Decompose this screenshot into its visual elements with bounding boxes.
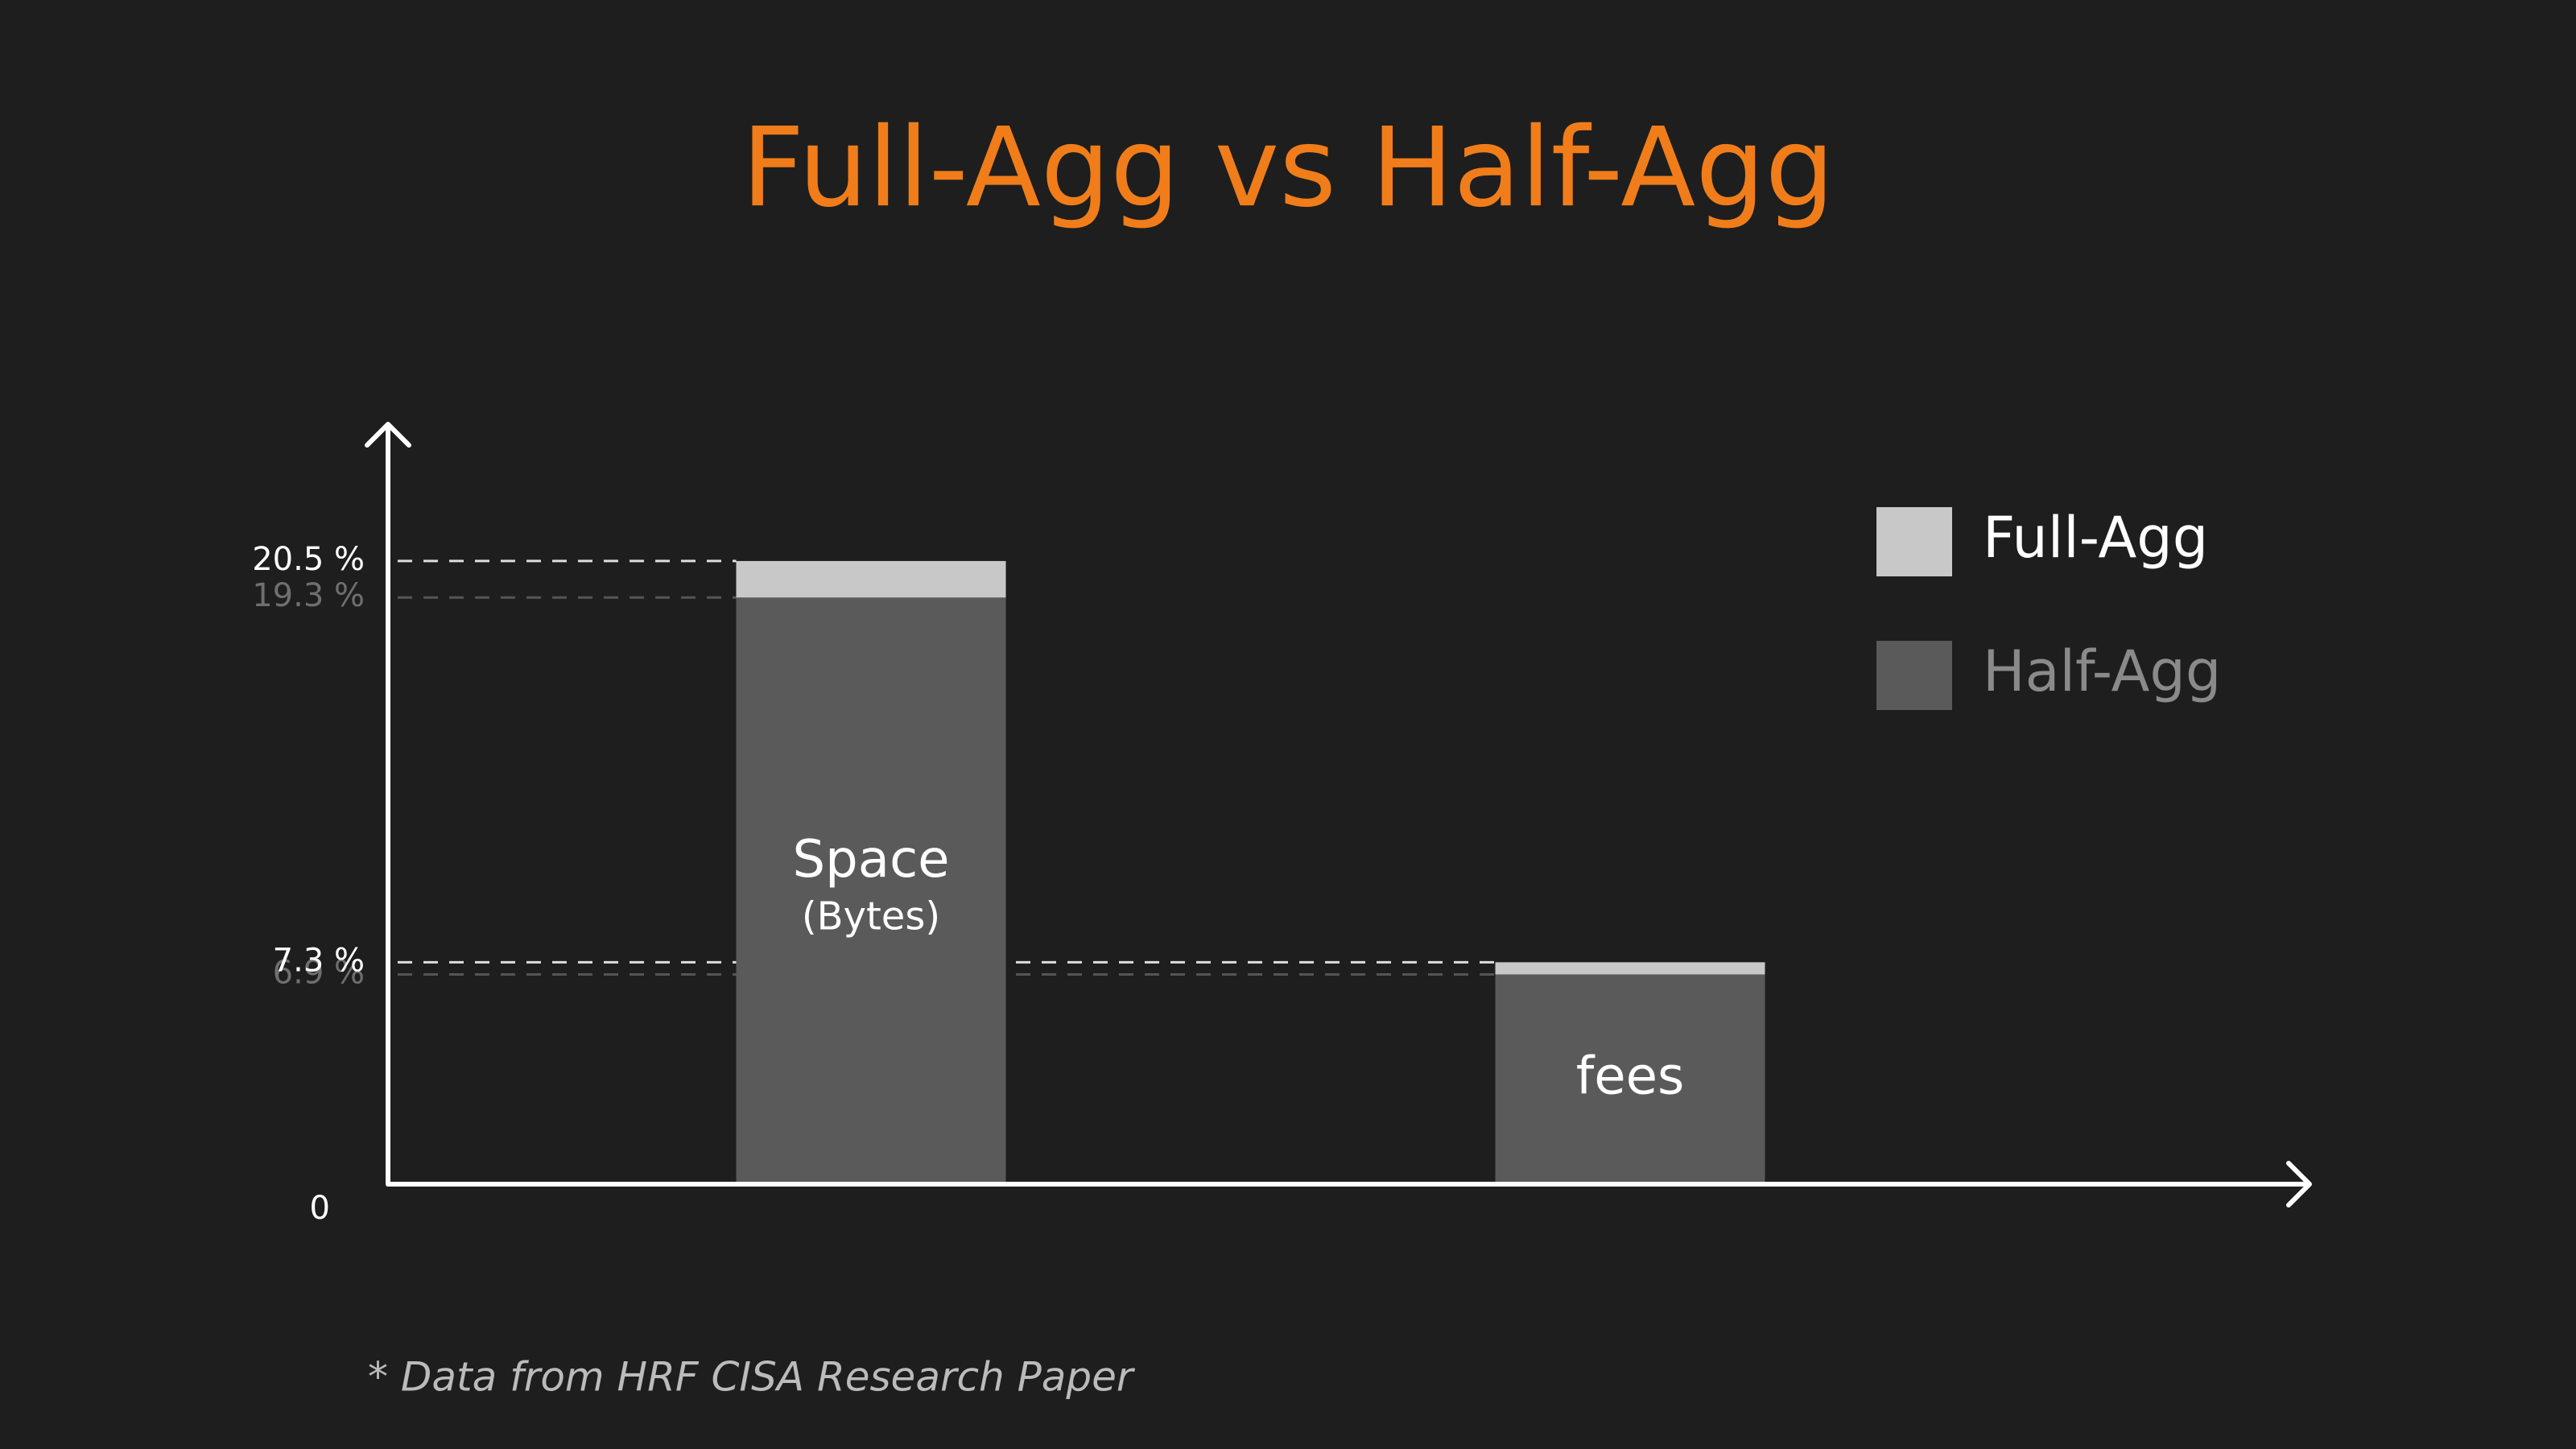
legend-label: Full-Agg <box>1983 505 2208 571</box>
x-axis <box>386 1161 2312 1208</box>
y-tick-label: 20.5 % <box>252 541 365 578</box>
bar <box>1495 974 1765 1184</box>
y-tick-label: 7.3 % <box>273 942 365 979</box>
category-label: Space <box>792 830 949 890</box>
category-label: fees <box>1576 1046 1685 1106</box>
y-tick-label: 19.3 % <box>252 577 365 614</box>
bar <box>736 597 1006 1184</box>
footnote: * Data from HRF CISA Research Paper <box>368 1354 1136 1401</box>
y-tick-label: 6.9 % <box>273 954 365 991</box>
legend-swatch <box>1876 641 1952 710</box>
legend-swatch <box>1876 507 1952 576</box>
chart-title: Full-Agg vs Half-Agg <box>741 105 1835 232</box>
category-label: (Bytes) <box>802 894 940 939</box>
y-tick-label: 0 <box>310 1190 330 1227</box>
y-axis <box>365 422 411 1187</box>
legend-label: Half-Agg <box>1983 638 2221 704</box>
